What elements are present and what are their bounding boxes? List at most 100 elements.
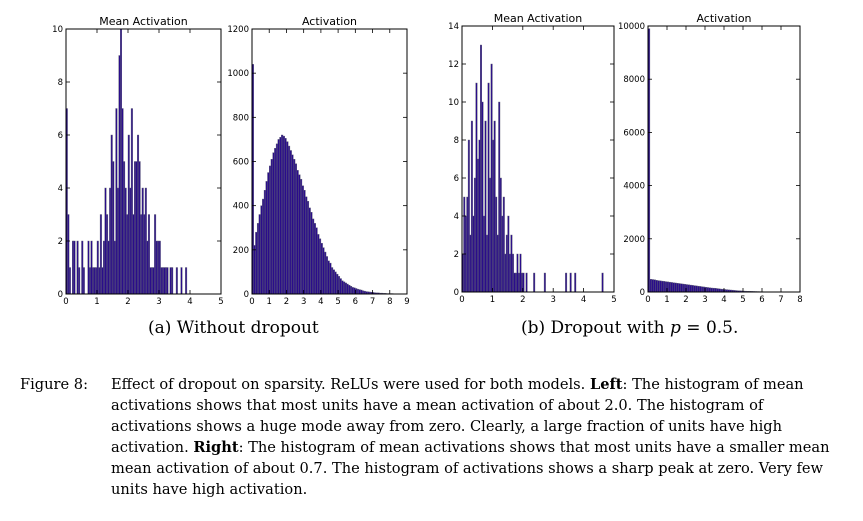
histogram-bar: [689, 284, 692, 293]
y-tick-label: 0: [244, 290, 249, 300]
histogram-bar: [691, 285, 694, 293]
histogram-bar: [143, 214, 146, 295]
histogram-bar: [152, 267, 155, 295]
histogram-bar: [303, 190, 306, 295]
histogram-bar: [513, 272, 516, 293]
y-tick-label: 2: [454, 250, 459, 260]
histogram-bar: [107, 240, 110, 295]
y-tick-label: 8000: [623, 75, 645, 85]
histogram-bar: [155, 240, 158, 295]
y-tick-label: 0: [454, 288, 459, 298]
histogram-bar: [478, 139, 481, 293]
histogram-bar: [127, 134, 130, 295]
histogram-bar: [277, 139, 280, 295]
y-tick-label: 2000: [623, 235, 645, 245]
y-tick-label: 8: [58, 78, 63, 88]
x-tick-label: 2: [284, 297, 289, 307]
histogram-bar: [147, 214, 150, 295]
caption-text-3: : The histogram of mean activations show…: [111, 439, 830, 498]
histogram-bar: [499, 177, 502, 293]
histogram-bar: [308, 207, 311, 295]
histogram-bar: [76, 240, 79, 295]
histogram-bar: [324, 251, 327, 295]
histogram-bar: [678, 283, 681, 293]
histogram-bar: [140, 214, 143, 295]
histogram-bar: [151, 267, 153, 295]
histogram-bar: [312, 218, 315, 295]
histogram-bar: [87, 240, 90, 295]
histogram-bar: [274, 148, 277, 295]
histogram-bar: [284, 138, 287, 295]
histogram-bar: [334, 271, 337, 295]
histogram-bar: [68, 267, 71, 295]
y-tick-label: 600: [233, 158, 249, 168]
histogram-bar: [493, 120, 496, 293]
bars: [461, 44, 604, 293]
y-tick-label: 0: [58, 290, 63, 300]
histogram-bar: [467, 139, 470, 293]
histogram-bar: [543, 272, 546, 293]
histogram-bar: [269, 165, 272, 295]
histogram-bar: [89, 267, 91, 295]
bars: [647, 28, 801, 293]
histogram-bar: [318, 238, 322, 295]
histogram-bar: [258, 214, 261, 295]
histogram-bar: [327, 260, 330, 295]
x-tick-label: 9: [404, 297, 409, 307]
histogram-bar: [510, 234, 513, 293]
histogram-bar: [505, 234, 508, 293]
plot-frame: [647, 25, 801, 293]
histogram-bar: [306, 201, 310, 295]
histogram-bar: [486, 234, 489, 293]
histogram-bar: [518, 272, 520, 293]
histogram-bar: [81, 240, 84, 295]
histogram-bar: [695, 285, 698, 293]
panel-b2: 0 1 2 3 4 5 6 7 8 0 2000 4000 6000 8000 10000 Activatio…: [618, 12, 803, 305]
x-tick-label: 1: [664, 295, 669, 305]
x-tick-label: 2: [683, 295, 688, 305]
histogram-bar: [496, 234, 499, 293]
histogram-bar: [293, 159, 296, 295]
histogram-bar: [281, 134, 284, 295]
histogram-bar: [301, 185, 304, 295]
x-tick-label: 3: [702, 295, 707, 305]
histogram-bar: [516, 253, 519, 293]
histogram-bar: [133, 161, 136, 295]
histogram-bar: [472, 215, 475, 293]
panel-title: Mean Activation: [99, 15, 188, 28]
histogram-bar: [132, 214, 135, 295]
histogram-bar: [110, 134, 113, 295]
histogram-bar: [294, 163, 297, 295]
histogram-bar: [349, 286, 353, 295]
x-tick-label: 8: [387, 297, 392, 307]
histogram-bar: [502, 196, 505, 293]
histogram-bar: [93, 267, 96, 295]
panel-title: Activation: [302, 15, 357, 28]
histogram-bar: [519, 253, 522, 293]
histogram-bar: [659, 280, 662, 293]
histogram-bar: [313, 223, 316, 295]
histogram-bar: [171, 267, 174, 295]
caption-text-1: Effect of dropout on sparsity. ReLUs wer…: [111, 376, 590, 393]
histogram-bar: [78, 267, 81, 295]
histogram-bar: [71, 240, 74, 295]
histogram-bar: [672, 282, 675, 293]
caption-left-label: Left: [589, 376, 623, 393]
histogram-bar: [137, 134, 140, 295]
histogram-bar: [322, 247, 325, 295]
histogram-bar: [360, 289, 363, 295]
histogram-bar: [701, 286, 704, 293]
histogram-bar: [569, 272, 572, 293]
histogram-bar: [710, 287, 713, 293]
histogram-bar: [341, 280, 344, 295]
histogram-bar: [96, 240, 99, 295]
histogram-bar: [160, 267, 163, 295]
histogram-bar: [661, 280, 664, 293]
histogram-bar: [260, 205, 263, 295]
histogram-bar: [82, 267, 85, 295]
histogram-bar: [286, 141, 289, 295]
figure-label: Figure 8:: [20, 376, 88, 393]
histogram-bar: [123, 161, 126, 295]
subcaption-a: (a) Without dropout: [148, 318, 319, 338]
panel-title: Activation: [696, 12, 751, 25]
